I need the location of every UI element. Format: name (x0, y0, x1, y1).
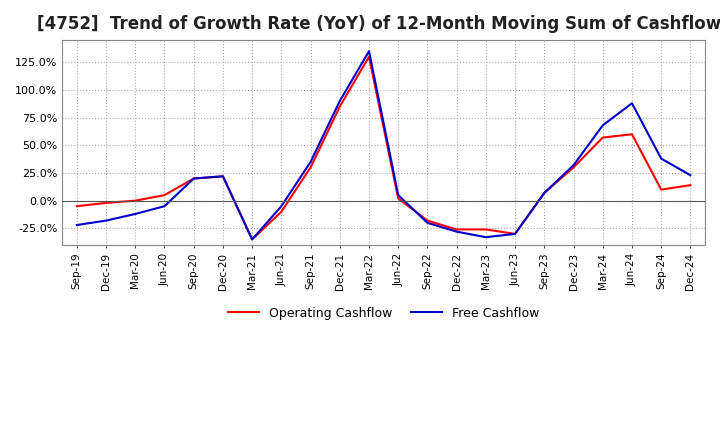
Operating Cashflow (394, 196, 402, 201)
Free Cashflow (598, 123, 607, 128)
Free Cashflow (219, 174, 228, 179)
Free Cashflow (686, 172, 695, 178)
Operating Cashflow (482, 227, 490, 232)
Operating Cashflow (628, 132, 636, 137)
Operating Cashflow (277, 209, 286, 214)
Free Cashflow (306, 159, 315, 165)
Operating Cashflow (686, 183, 695, 188)
Free Cashflow (423, 220, 432, 225)
Line: Free Cashflow: Free Cashflow (77, 51, 690, 239)
Operating Cashflow (423, 218, 432, 223)
Free Cashflow (657, 156, 665, 161)
Line: Operating Cashflow: Operating Cashflow (77, 57, 690, 239)
Operating Cashflow (365, 54, 374, 59)
Operating Cashflow (160, 192, 168, 198)
Free Cashflow (73, 222, 81, 227)
Free Cashflow (510, 231, 519, 237)
Free Cashflow (540, 190, 549, 195)
Legend: Operating Cashflow, Free Cashflow: Operating Cashflow, Free Cashflow (222, 302, 544, 325)
Free Cashflow (336, 99, 344, 104)
Operating Cashflow (219, 174, 228, 179)
Operating Cashflow (598, 135, 607, 140)
Free Cashflow (394, 192, 402, 198)
Operating Cashflow (336, 104, 344, 109)
Operating Cashflow (540, 190, 549, 195)
Title: [4752]  Trend of Growth Rate (YoY) of 12-Month Moving Sum of Cashflows: [4752] Trend of Growth Rate (YoY) of 12-… (37, 15, 720, 33)
Free Cashflow (160, 204, 168, 209)
Free Cashflow (189, 176, 198, 181)
Operating Cashflow (306, 165, 315, 170)
Free Cashflow (570, 163, 578, 168)
Free Cashflow (482, 235, 490, 240)
Operating Cashflow (248, 237, 256, 242)
Free Cashflow (277, 204, 286, 209)
Operating Cashflow (657, 187, 665, 192)
Operating Cashflow (131, 198, 140, 203)
Operating Cashflow (73, 204, 81, 209)
Free Cashflow (628, 101, 636, 106)
Free Cashflow (248, 237, 256, 242)
Operating Cashflow (570, 165, 578, 170)
Free Cashflow (131, 211, 140, 216)
Free Cashflow (365, 48, 374, 54)
Free Cashflow (102, 218, 110, 223)
Operating Cashflow (452, 227, 461, 232)
Operating Cashflow (510, 231, 519, 237)
Free Cashflow (452, 229, 461, 235)
Operating Cashflow (189, 176, 198, 181)
Operating Cashflow (102, 200, 110, 205)
